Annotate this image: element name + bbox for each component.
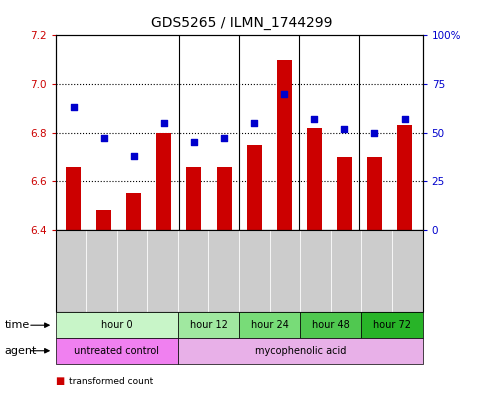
Text: untreated control: untreated control	[74, 346, 159, 356]
Point	[190, 139, 198, 145]
Text: time: time	[5, 320, 30, 330]
Bar	[156, 133, 171, 230]
Text: hour 72: hour 72	[373, 320, 411, 330]
Point	[220, 135, 228, 141]
Text: agent: agent	[5, 346, 37, 356]
Point	[341, 126, 348, 132]
Text: hour 24: hour 24	[251, 320, 289, 330]
Point	[100, 135, 108, 141]
Bar	[367, 157, 382, 230]
Bar	[397, 125, 412, 230]
Point	[401, 116, 409, 122]
Text: transformed count: transformed count	[69, 377, 153, 386]
Text: hour 0: hour 0	[101, 320, 132, 330]
Point	[370, 129, 378, 136]
Point	[280, 90, 288, 97]
Bar	[96, 210, 111, 230]
Point	[160, 120, 168, 126]
Bar	[307, 128, 322, 230]
Text: ■: ■	[56, 376, 65, 386]
Point	[250, 120, 258, 126]
Point	[130, 153, 138, 159]
Text: hour 12: hour 12	[189, 320, 227, 330]
Bar	[66, 167, 81, 230]
Bar	[247, 145, 262, 230]
Text: GDS5265 / ILMN_1744299: GDS5265 / ILMN_1744299	[151, 16, 332, 30]
Bar	[337, 157, 352, 230]
Bar	[216, 167, 231, 230]
Text: hour 48: hour 48	[312, 320, 350, 330]
Bar	[186, 167, 201, 230]
Bar	[126, 193, 142, 230]
Point	[70, 104, 77, 110]
Bar	[277, 60, 292, 230]
Point	[311, 116, 318, 122]
Text: mycophenolic acid: mycophenolic acid	[255, 346, 346, 356]
